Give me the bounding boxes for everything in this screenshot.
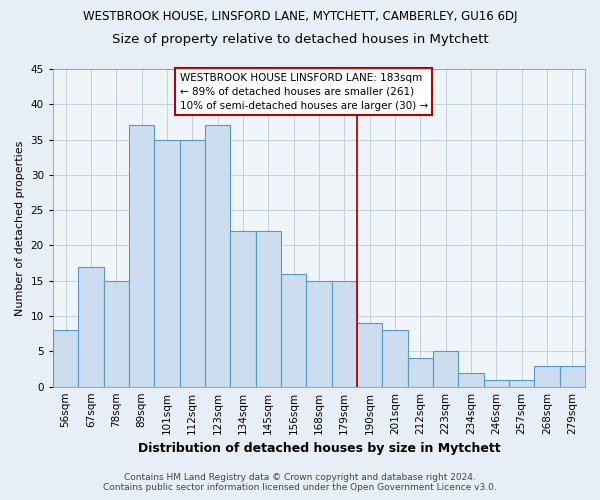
Text: Size of property relative to detached houses in Mytchett: Size of property relative to detached ho… (112, 32, 488, 46)
Text: WESTBROOK HOUSE, LINSFORD LANE, MYTCHETT, CAMBERLEY, GU16 6DJ: WESTBROOK HOUSE, LINSFORD LANE, MYTCHETT… (83, 10, 517, 23)
Bar (433, 352, 458, 386)
Bar (104, 281, 129, 386)
Bar (256, 232, 281, 386)
Bar (306, 281, 332, 386)
Text: WESTBROOK HOUSE LINSFORD LANE: 183sqm
← 89% of detached houses are smaller (261): WESTBROOK HOUSE LINSFORD LANE: 183sqm ← … (179, 72, 428, 110)
Bar (230, 232, 256, 386)
Bar (509, 380, 535, 386)
Bar (154, 140, 179, 386)
Bar (560, 366, 585, 386)
Bar (179, 140, 205, 386)
Text: Contains HM Land Registry data © Crown copyright and database right 2024.
Contai: Contains HM Land Registry data © Crown c… (103, 473, 497, 492)
Bar (332, 281, 357, 386)
Bar (357, 323, 382, 386)
Bar (382, 330, 407, 386)
Bar (484, 380, 509, 386)
Y-axis label: Number of detached properties: Number of detached properties (15, 140, 25, 316)
Bar (129, 126, 154, 386)
Bar (53, 330, 78, 386)
Bar (78, 266, 104, 386)
X-axis label: Distribution of detached houses by size in Mytchett: Distribution of detached houses by size … (137, 442, 500, 455)
Bar (458, 372, 484, 386)
Bar (535, 366, 560, 386)
Bar (205, 126, 230, 386)
Bar (407, 358, 433, 386)
Bar (281, 274, 306, 386)
